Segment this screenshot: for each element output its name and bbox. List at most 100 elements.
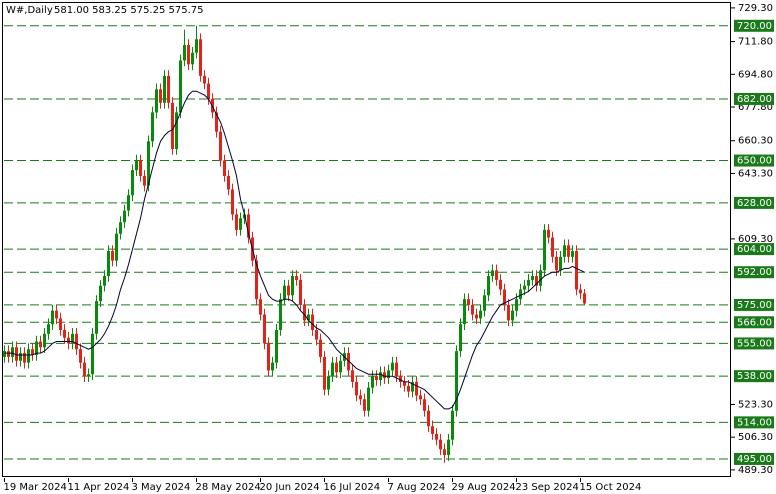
candle-body	[115, 233, 118, 261]
x-tick-label: 16 Jul 2024	[324, 482, 381, 493]
candle-body	[311, 314, 314, 330]
candle-body	[399, 376, 402, 382]
candle-body	[407, 385, 410, 392]
candle-body	[491, 270, 494, 277]
x-tick-label: 28 May 2024	[196, 482, 261, 493]
y-tick-label: 660.30	[738, 136, 773, 147]
plot-frame	[2, 2, 731, 477]
candle-body	[195, 39, 198, 53]
candle-body	[271, 362, 274, 371]
candle-body	[423, 399, 426, 411]
level-label: 592.00	[737, 267, 772, 278]
candle-body	[507, 304, 510, 321]
candle-body	[127, 195, 130, 211]
candle-body	[543, 229, 546, 271]
candle-body	[427, 410, 430, 427]
candle-body	[3, 351, 6, 357]
candle-body	[131, 170, 134, 196]
candle-body	[323, 356, 326, 390]
candle-body	[255, 260, 258, 300]
candle-body	[579, 289, 582, 294]
y-tick-label: 694.80	[738, 69, 773, 80]
level-label: 555.00	[737, 338, 772, 349]
candle-body	[499, 279, 502, 290]
candle-body	[183, 45, 186, 61]
candle-body	[123, 210, 126, 223]
candle-body	[443, 449, 446, 456]
level-label: 682.00	[737, 94, 772, 105]
candle-body	[363, 399, 366, 411]
y-tick-label: 609.30	[738, 234, 773, 245]
candle-body	[431, 426, 434, 434]
candle-body	[55, 310, 58, 319]
candle-body	[267, 343, 270, 371]
level-label-box	[734, 243, 774, 256]
candle-body	[471, 304, 474, 315]
candle-body	[551, 237, 554, 257]
candle-body	[223, 160, 226, 176]
candle-body	[203, 75, 206, 84]
candle-body	[215, 112, 218, 132]
level-label: 514.00	[737, 417, 772, 428]
y-tick-label: 489.30	[738, 465, 773, 476]
candle-body	[347, 353, 350, 371]
candle-body	[327, 376, 330, 390]
candle-body	[555, 256, 558, 271]
candle-body	[371, 376, 374, 388]
candle-body	[39, 341, 42, 348]
candle-body	[403, 381, 406, 386]
candle-body	[379, 372, 382, 381]
candle-body	[263, 314, 266, 344]
candle-body	[415, 381, 418, 396]
candle-body	[47, 324, 50, 334]
candle-body	[319, 339, 322, 357]
candle-body	[527, 279, 530, 286]
candle-body	[159, 89, 162, 103]
candle-body	[419, 395, 422, 400]
candle-body	[531, 276, 534, 280]
candle-body	[487, 276, 490, 296]
x-tick-label: 11 Apr 2024	[68, 482, 130, 493]
y-tick-label: 506.30	[738, 432, 773, 443]
candle-body	[583, 293, 586, 304]
candle-body	[231, 189, 234, 215]
candle-body	[83, 362, 86, 377]
x-tick-label: 23 Sep 2024	[516, 482, 579, 493]
candle-body	[207, 83, 210, 99]
candle-body	[227, 175, 230, 190]
candle-body	[67, 337, 70, 344]
chart-title: W#,Daily	[6, 5, 53, 16]
candle-body	[43, 333, 46, 348]
level-label: 566.00	[737, 317, 772, 328]
candle-body	[111, 251, 114, 261]
candle-body	[559, 256, 562, 271]
candle-body	[391, 362, 394, 371]
candle-body	[575, 251, 578, 290]
level-label: 650.00	[737, 156, 772, 167]
candle-body	[279, 299, 282, 330]
candle-body	[479, 310, 482, 319]
candle-body	[275, 329, 278, 363]
level-label-box	[734, 92, 774, 105]
candle-body	[547, 229, 550, 238]
candle-body	[139, 160, 142, 176]
x-tick-label: 20 Jun 2024	[260, 482, 320, 493]
candle-body	[315, 329, 318, 340]
x-tick-label: 29 Aug 2024	[452, 482, 516, 493]
candle-body	[235, 214, 238, 230]
level-label-box	[734, 196, 774, 209]
candle-body	[451, 410, 454, 440]
candle-body	[335, 362, 338, 373]
x-tick-label: 15 Oct 2024	[580, 482, 642, 493]
candle-body	[7, 351, 10, 357]
x-tick-label: 19 Mar 2024	[4, 482, 67, 493]
candle-body	[107, 251, 110, 277]
x-tick-label: 7 Aug 2024	[388, 482, 446, 493]
candle-body	[175, 112, 178, 150]
candle-body	[375, 376, 378, 381]
candle-body	[495, 270, 498, 280]
candle-body	[291, 276, 294, 296]
candle-body	[295, 276, 298, 280]
candle-body	[179, 60, 182, 113]
